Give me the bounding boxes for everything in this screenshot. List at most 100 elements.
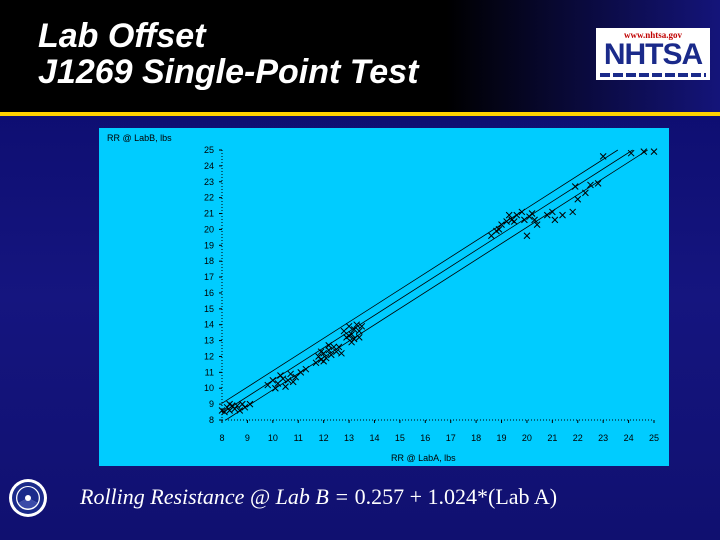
y-axis-label: RR @ LabB, lbs — [107, 133, 172, 143]
title-line-1: Lab Offset — [38, 17, 206, 55]
x-tick-label: 20 — [522, 433, 532, 443]
logo-name: NHTSA — [603, 38, 703, 71]
x-tick-label: 13 — [344, 433, 354, 443]
data-point — [571, 183, 579, 190]
y-tick-label: 22 — [204, 193, 214, 203]
x-tick-label: 11 — [294, 433, 303, 443]
data-point — [241, 403, 249, 411]
data-point — [327, 351, 335, 359]
dot-seal-icon — [9, 479, 47, 517]
data-point — [518, 208, 526, 216]
y-tick-label: 12 — [204, 351, 214, 361]
data-point — [533, 221, 541, 229]
data-point — [317, 348, 325, 356]
data-point — [505, 211, 513, 219]
data-point — [332, 348, 340, 356]
y-tick-label: 11 — [205, 367, 214, 377]
y-tick-label: 24 — [204, 161, 214, 171]
x-tick-label: 17 — [446, 433, 456, 443]
x-tick-label: 22 — [573, 433, 583, 443]
data-point — [338, 349, 345, 357]
data-point — [640, 148, 648, 155]
x-tick-label: 23 — [598, 433, 608, 443]
data-point — [551, 216, 559, 224]
chart-svg: 8 9 10 11 12 13 14 15 16 17 18 19 20 21 22 23 24 25 8 9 10 11… — [107, 133, 659, 463]
y-tick-label: 17 — [204, 272, 214, 282]
data-point — [246, 400, 254, 408]
upper-band-line — [221, 149, 619, 404]
data-point — [325, 346, 333, 354]
data-point — [226, 407, 233, 414]
y-tick-label: 9 — [209, 399, 214, 409]
y-tick-label: 14 — [204, 320, 214, 330]
lower-band-line — [225, 149, 648, 421]
data-point — [599, 152, 607, 160]
data-point — [495, 226, 503, 233]
title-line-2: J1269 Single-Point Test — [38, 53, 419, 91]
data-point — [627, 149, 635, 157]
data-point — [543, 211, 551, 219]
accent-rule — [0, 112, 720, 116]
data-point — [358, 322, 366, 330]
data-point — [345, 322, 353, 330]
x-tick-label: 19 — [497, 433, 507, 443]
data-point — [348, 338, 355, 346]
x-tick-label: 8 — [219, 433, 224, 443]
x-tick-label: 24 — [624, 433, 634, 443]
data-point — [221, 408, 228, 416]
data-point — [282, 383, 289, 391]
nhtsa-logo: www.nhtsa.gov NHTSA — [596, 28, 710, 80]
y-tick-label: 23 — [204, 177, 214, 187]
data-point — [236, 407, 244, 414]
data-point — [325, 341, 333, 349]
x-tick-label: 12 — [319, 433, 329, 443]
data-point — [302, 365, 310, 373]
regression-line — [221, 149, 633, 414]
data-point — [226, 400, 233, 408]
data-point — [353, 321, 361, 329]
data-point — [355, 334, 363, 341]
data-point — [277, 372, 284, 379]
x-tick-label: 16 — [420, 433, 430, 443]
y-tick-label: 19 — [204, 240, 214, 250]
data-points — [218, 148, 658, 416]
data-point — [330, 343, 338, 351]
regression-lines — [221, 149, 648, 421]
data-point — [350, 326, 358, 333]
x-tick-label: 21 — [547, 433, 557, 443]
y-tick-label: 20 — [204, 224, 214, 234]
x-tick-label: 18 — [471, 433, 481, 443]
logo-url: www.nhtsa.gov — [623, 30, 682, 40]
x-tick-label: 14 — [369, 433, 379, 443]
data-point — [355, 327, 363, 335]
data-point — [287, 370, 294, 378]
y-tick-label: 18 — [204, 256, 214, 266]
data-point — [574, 195, 582, 203]
equation-rhs: 0.257 + 1.024*(Lab A) — [349, 484, 558, 509]
data-point — [335, 343, 343, 351]
data-point — [269, 376, 277, 384]
y-tick-label: 21 — [204, 209, 214, 219]
data-point — [510, 218, 518, 225]
y-tick-label: 10 — [204, 383, 214, 393]
data-point — [594, 179, 602, 187]
equation-lhs: Rolling Resistance @ Lab B = — [80, 484, 350, 509]
regression-equation: Rolling Resistance @ Lab B = 0.257 + 1.0… — [80, 484, 557, 510]
data-point — [548, 208, 556, 216]
data-point — [284, 376, 292, 384]
data-point — [569, 208, 577, 216]
data-point — [650, 148, 658, 155]
data-point — [345, 332, 353, 340]
y-tick-label: 8 — [209, 415, 214, 425]
y-tick-label: 16 — [204, 288, 214, 298]
y-tick-label: 13 — [204, 336, 214, 346]
y-tick-label: 15 — [204, 304, 214, 314]
data-point — [297, 368, 305, 376]
slide-title: Lab Offset J1269 Single-Point Test — [38, 18, 418, 90]
slide-header: Lab Offset J1269 Single-Point Test www.n… — [0, 0, 720, 112]
data-point — [312, 359, 320, 367]
x-tick-label: 9 — [245, 433, 250, 443]
data-point — [320, 357, 328, 365]
data-point — [523, 232, 531, 240]
data-point — [531, 216, 538, 224]
